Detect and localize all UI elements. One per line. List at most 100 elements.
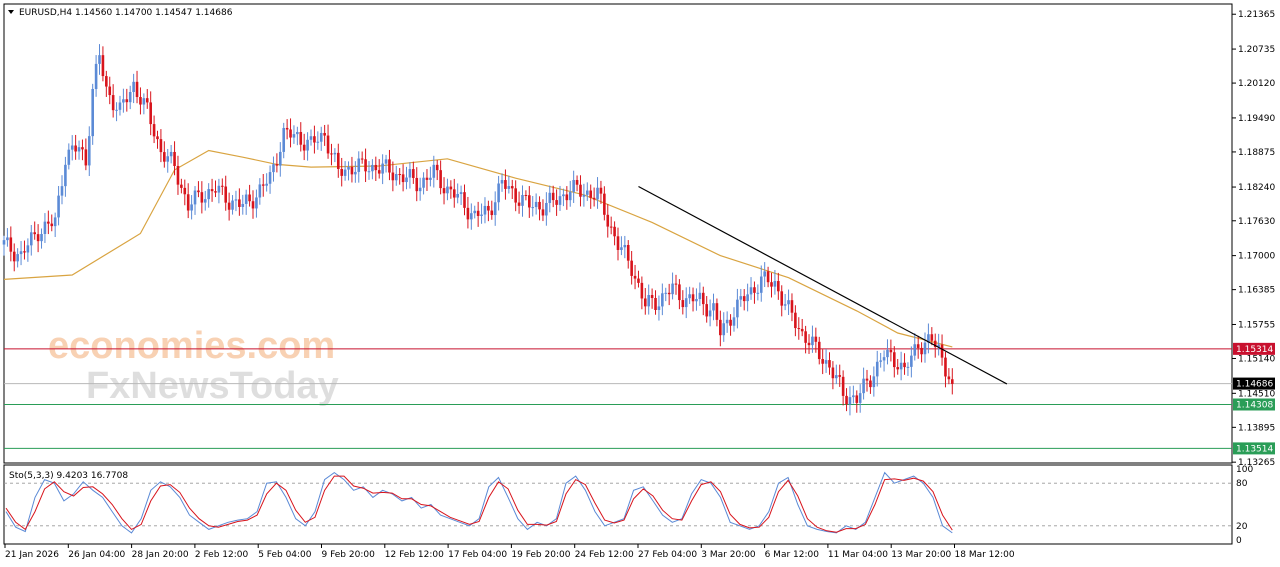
candle-body xyxy=(265,183,268,186)
candle-body xyxy=(84,149,88,166)
candle-body xyxy=(746,294,749,302)
candle-body xyxy=(661,293,664,307)
candle-body xyxy=(944,357,947,377)
candle-body xyxy=(40,233,43,242)
candle-body xyxy=(790,300,794,313)
candle-body xyxy=(357,158,361,172)
candle-body xyxy=(886,349,889,358)
candle-body xyxy=(398,174,401,176)
candle-body xyxy=(930,334,934,341)
candle-body xyxy=(579,184,582,197)
candle-body xyxy=(551,192,555,201)
price-tick-label: 1.16385 xyxy=(1238,286,1275,296)
candle-body xyxy=(487,205,490,211)
candle-body xyxy=(275,164,279,166)
candle-body xyxy=(729,319,732,326)
candle-body xyxy=(739,296,743,300)
candle-body xyxy=(507,186,511,189)
candle-body xyxy=(466,207,470,220)
candle-body xyxy=(613,226,616,237)
support-1-label-bg xyxy=(1233,398,1275,411)
candle-body xyxy=(241,203,245,207)
candle-body xyxy=(910,355,913,367)
candle-body xyxy=(493,202,497,216)
candle-body xyxy=(415,177,419,192)
stochastic-tick-label: 20 xyxy=(1236,522,1248,532)
candle-body xyxy=(221,185,224,187)
candle-body xyxy=(152,124,156,137)
candle-body xyxy=(896,367,900,370)
candle-body xyxy=(285,127,289,130)
candle-body xyxy=(81,147,84,150)
candle-body xyxy=(695,298,698,302)
candle-body xyxy=(476,210,480,216)
candle-body xyxy=(23,251,26,253)
candle-body xyxy=(756,292,760,294)
candle-body xyxy=(753,287,756,293)
support-1-label: 1.14308 xyxy=(1236,400,1273,410)
candle-body xyxy=(425,177,429,180)
candle-body xyxy=(19,251,23,255)
candle-body xyxy=(592,197,596,200)
candle-body xyxy=(845,395,848,405)
candle-body xyxy=(231,200,234,210)
resistance-label-bg xyxy=(1233,342,1275,355)
candle-body xyxy=(180,184,183,188)
candle-body xyxy=(671,283,674,295)
candle-body xyxy=(449,186,453,190)
time-tick-label: 3 Mar 20:00 xyxy=(701,550,756,560)
candle-body xyxy=(456,193,459,198)
candle-body xyxy=(244,194,248,204)
candle-body xyxy=(521,194,524,206)
candle-body xyxy=(623,244,627,248)
stochastic-panel xyxy=(3,464,1233,545)
time-tick-label: 26 Jan 04:00 xyxy=(68,550,125,560)
candle-body xyxy=(135,81,139,98)
candle-body xyxy=(108,86,112,96)
candle-body xyxy=(770,282,773,287)
candle-body xyxy=(504,180,507,189)
candle-body xyxy=(835,375,838,379)
triangle-down-icon[interactable] xyxy=(8,10,14,14)
price-tick-label: 1.19490 xyxy=(1238,114,1275,124)
candle-body xyxy=(384,159,388,164)
candle-body xyxy=(125,99,129,103)
descending-trendline xyxy=(638,185,1008,385)
candle-body xyxy=(316,141,320,143)
candle-body xyxy=(306,139,309,151)
candle-body xyxy=(572,179,575,192)
candle-body xyxy=(817,341,821,360)
support-2-label: 1.13514 xyxy=(1236,444,1273,454)
price-tick-label: 1.18875 xyxy=(1238,148,1275,158)
candle-body xyxy=(899,362,903,370)
stochastic-label: Sto(5,3,3) 9.4203 16.7708 xyxy=(9,471,128,481)
time-axis: 21 Jan 2026 26 Jan 04:00 28 Jan 20:00 2 Feb… xyxy=(4,544,1015,560)
candle-body xyxy=(950,379,954,384)
candle-body xyxy=(480,214,483,216)
candle-body xyxy=(336,152,340,169)
candle-body xyxy=(381,163,384,174)
candle-body xyxy=(732,317,736,326)
candle-body xyxy=(193,190,197,205)
candle-body xyxy=(330,153,333,155)
candle-body xyxy=(633,275,637,279)
candle-body xyxy=(67,149,71,165)
candle-body xyxy=(422,177,425,188)
candle-body xyxy=(742,296,746,302)
candle-body xyxy=(340,168,343,176)
candle-body xyxy=(749,287,753,295)
candle-body xyxy=(923,342,927,355)
candle-body xyxy=(715,303,719,320)
candlesticks xyxy=(2,44,954,416)
candle-body xyxy=(364,159,367,172)
candle-body xyxy=(394,174,398,181)
candle-body xyxy=(736,299,739,318)
candle-body xyxy=(514,188,517,203)
candle-body xyxy=(838,375,842,377)
level-labels: 1.15314 1.14686 1.14308 1.13514 xyxy=(1233,342,1275,455)
current-label-bg xyxy=(1233,377,1275,390)
candle-body xyxy=(517,202,521,206)
candle-body xyxy=(872,376,876,388)
candle-body xyxy=(841,376,845,396)
candle-body xyxy=(418,187,422,192)
